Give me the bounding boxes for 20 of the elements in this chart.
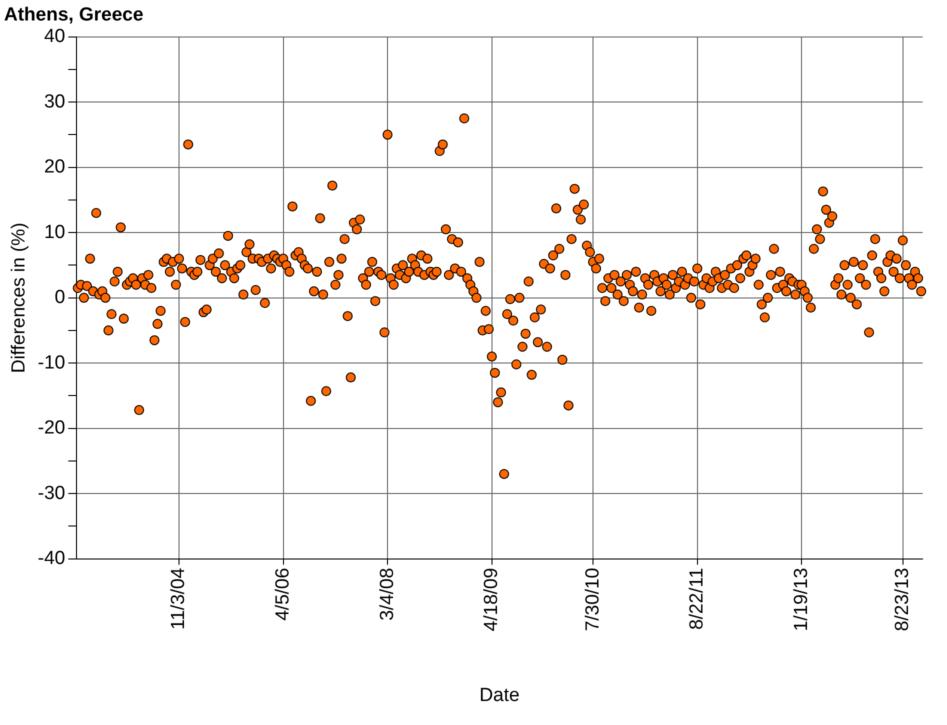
y-axis-title: Differences in (%): [8, 222, 30, 374]
y-tick-label: 20: [44, 156, 66, 178]
y-tick-label: -40: [38, 548, 66, 570]
x-tick-label: 4/18/09: [481, 568, 502, 632]
y-tick-label: -10: [38, 352, 66, 374]
chart-title: Athens, Greece: [4, 4, 144, 26]
x-tick-label: 11/3/04: [168, 567, 190, 630]
x-tick-label: 7/30/10: [582, 568, 604, 632]
y-tick-label: -20: [38, 418, 66, 439]
y-tick-label: 30: [44, 91, 66, 112]
x-tick-label: 4/5/06: [272, 568, 294, 621]
y-tick-label: 40: [44, 26, 66, 48]
y-tick-label: 0: [54, 287, 66, 308]
y-tick-label: -30: [38, 482, 66, 504]
x-tick-label: 8/22/11: [686, 568, 708, 630]
x-tick-label: 1/19/13: [790, 568, 812, 632]
x-axis-title: Date: [479, 684, 520, 706]
x-tick-label: 8/23/13: [892, 568, 914, 632]
x-tick-label: 3/4/08: [376, 568, 398, 621]
y-tick-label: 10: [44, 222, 66, 243]
